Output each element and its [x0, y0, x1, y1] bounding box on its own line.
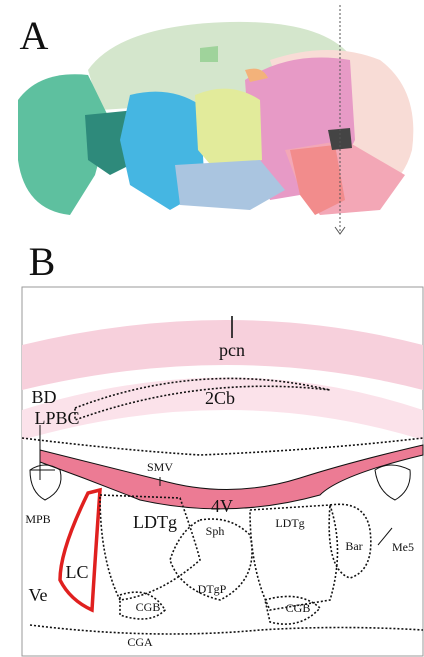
region-label: LDTg [133, 512, 177, 532]
region-label: SMV [147, 460, 173, 474]
region-label: pcn [219, 340, 245, 360]
region-label: MPB [25, 512, 50, 526]
region-label: Sph [206, 524, 225, 538]
region-label: 2Cb [205, 388, 235, 408]
region-label: CGB [136, 600, 161, 614]
region-label: LPBC [34, 408, 79, 428]
region-label: Me5 [392, 540, 414, 554]
region-label: 4V [211, 496, 233, 516]
panel-label: B [29, 239, 56, 284]
region-label: LDTg [275, 516, 304, 530]
region-label: LC [65, 562, 88, 582]
region-label: Bar [345, 539, 362, 553]
sagittal-brain [18, 5, 413, 234]
region-label: Ve [29, 585, 48, 605]
region-label: BD [31, 387, 56, 407]
panel-label: A [20, 13, 49, 58]
region-label: CGB [286, 601, 311, 615]
figure: A B pcn 2Cb BD LPBC SMV 4V MPB LDTg LDTg… [0, 0, 424, 657]
region-label: CGA [127, 635, 153, 649]
region-label: DTgP [198, 582, 227, 596]
